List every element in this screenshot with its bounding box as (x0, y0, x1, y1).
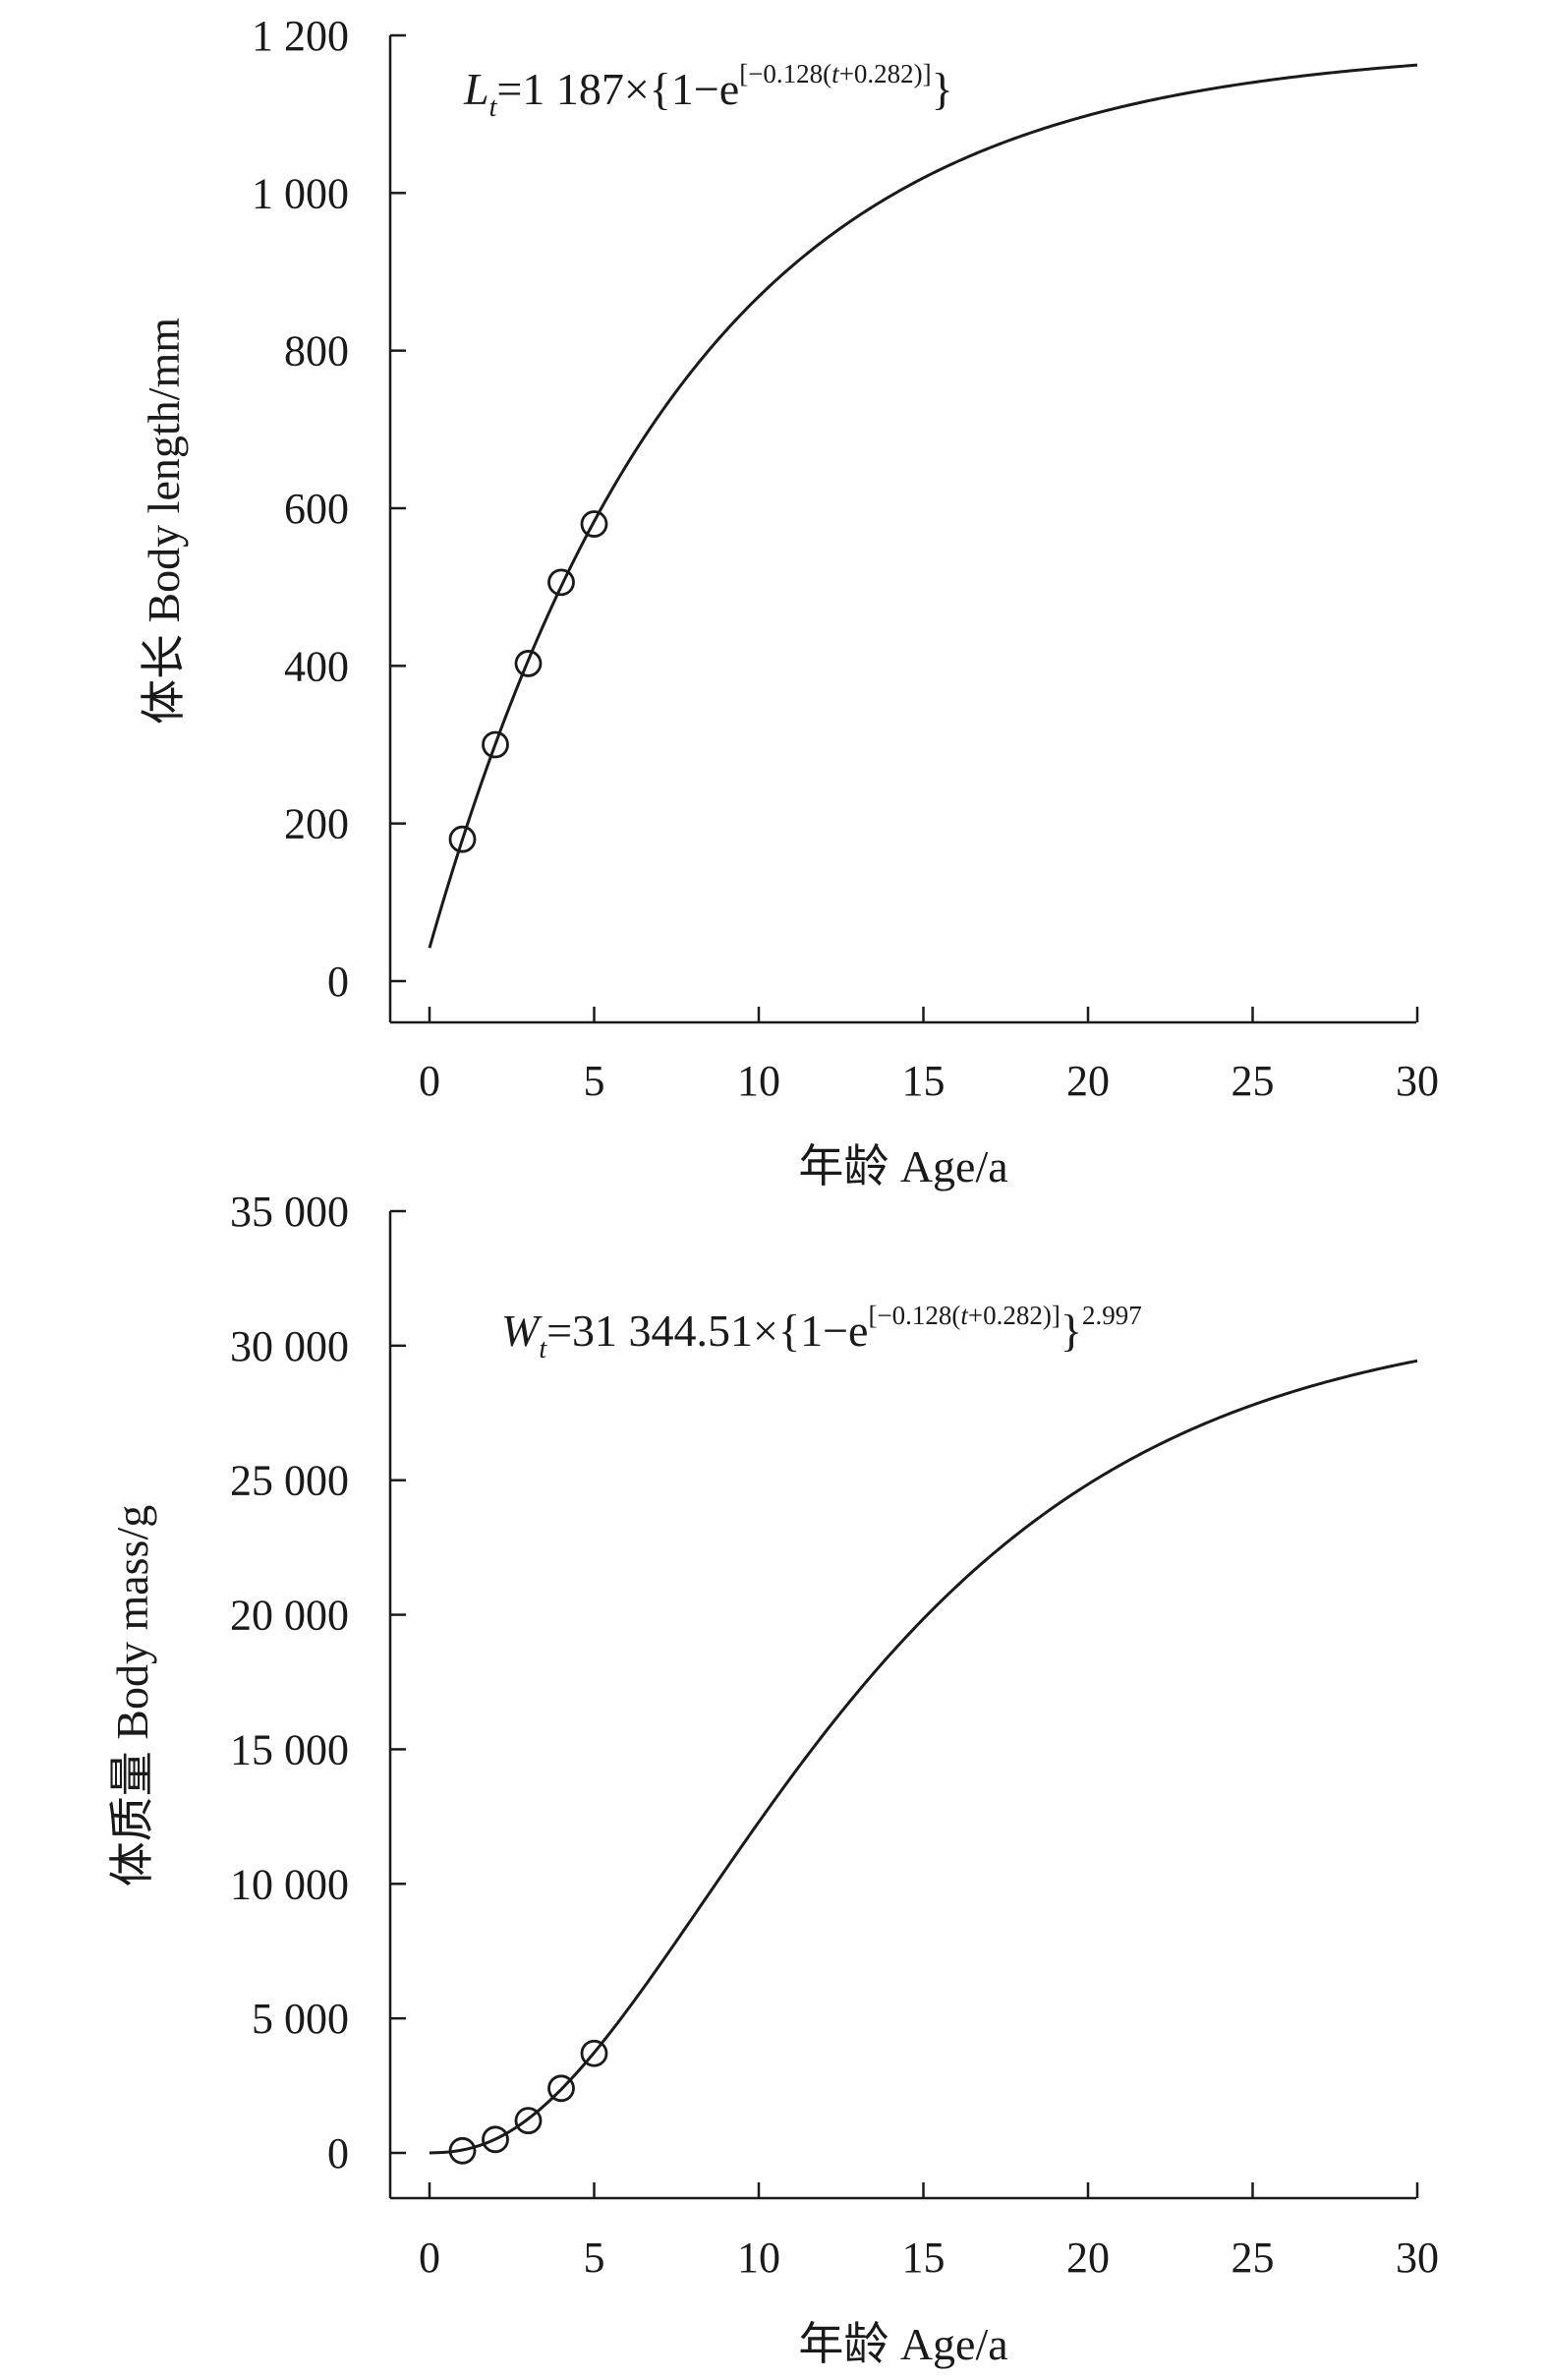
y-axis-title: 体长 Body length/mm (139, 318, 189, 725)
x-tick-label: 30 (1396, 1057, 1439, 1105)
observed-point (580, 510, 608, 538)
x-tick-label: 5 (584, 1057, 605, 1105)
y-tick-label: 1 000 (252, 169, 349, 217)
equation-close: } (932, 64, 953, 114)
y-tick-label: 0 (327, 958, 349, 1006)
y-tick-label: 600 (284, 485, 349, 533)
fitted-growth-curve (428, 63, 1418, 949)
observed-point (547, 568, 575, 597)
y-tick-label: 800 (284, 327, 349, 376)
observed-point (547, 2074, 575, 2103)
y-tick-label: 1 200 (252, 12, 349, 60)
observed-point (580, 2039, 608, 2067)
y-tick-label: 10 000 (230, 1860, 349, 1908)
y-tick-label: 0 (327, 2129, 349, 2177)
equation-variable: W (501, 1306, 543, 1356)
equation-power: 2.997 (1082, 1301, 1142, 1330)
equation-exponent-start: [−0.128( (868, 1301, 960, 1330)
y-tick-label: 5 000 (252, 1995, 349, 2043)
y-tick-label: 25 000 (230, 1457, 349, 1505)
body-mass-chart: 0 5 000 10 000 15 000 20 000 25 000 30 000 35 0… (107, 1188, 1439, 2369)
y-tick-label: 30 000 (230, 1322, 349, 1370)
equation-subscript: t (489, 92, 498, 123)
curve-group (428, 63, 1418, 949)
x-axis-title: 年龄 Age/a (798, 2319, 1007, 2369)
x-tick-label: 5 (584, 2234, 605, 2282)
y-axis-title: 体质量 Body mass/g (107, 1505, 157, 1887)
growth-equation: Lt=1 187×{1−e[−0.128(t+0.282)]} (463, 59, 953, 123)
curve-group (429, 1359, 1418, 2155)
x-tick-label: 20 (1066, 2234, 1110, 2282)
equation-exponent-end: +0.282)] (968, 1301, 1061, 1330)
y-tick-label: 200 (284, 800, 349, 848)
equation-exponent-end: +0.282)] (839, 59, 932, 88)
equation-exponent-start: [−0.128( (739, 59, 831, 88)
x-tick-label: 25 (1232, 2234, 1275, 2282)
tick-group: 0 5 000 10 000 15 000 20 000 25 000 30 000 35 0… (230, 1188, 1439, 2282)
equation-exponent-variable: t (831, 59, 840, 88)
equation-exponent-variable: t (960, 1301, 969, 1330)
equation-close: } (1061, 1306, 1082, 1356)
equation-subscript: t (539, 1334, 547, 1364)
observed-point (448, 825, 477, 853)
observed-point (514, 650, 543, 677)
x-tick-label: 30 (1396, 2234, 1439, 2282)
growth-equation: Wt=31 344.51×{1−e[−0.128(t+0.282)]}2.997 (501, 1301, 1142, 1364)
x-axis-title: 年龄 Age/a (798, 1141, 1007, 1191)
x-tick-label: 15 (902, 1057, 946, 1105)
x-tick-label: 20 (1066, 1057, 1110, 1105)
equation-body: =1 187×{1−e (496, 64, 739, 114)
y-tick-label: 400 (284, 642, 349, 690)
observed-point (482, 2125, 509, 2154)
x-tick-label: 10 (737, 2234, 780, 2282)
y-tick-label: 35 000 (230, 1188, 349, 1236)
observed-point (482, 730, 509, 759)
observed-point (448, 2136, 477, 2165)
y-tick-label: 15 000 (230, 1725, 349, 1773)
equation-variable: L (463, 64, 489, 114)
fitted-growth-curve (429, 1359, 1418, 2155)
observed-point (514, 2107, 543, 2135)
x-tick-label: 0 (419, 1057, 440, 1105)
x-tick-label: 25 (1232, 1057, 1275, 1105)
x-tick-label: 15 (902, 2234, 946, 2282)
x-tick-label: 0 (419, 2234, 440, 2282)
points-group (448, 2039, 608, 2165)
y-tick-label: 20 000 (230, 1592, 349, 1640)
tick-group: 0 200 400 600 800 1 000 1 200 0 5 10 15 20 25 30 (252, 12, 1439, 1105)
x-tick-label: 10 (737, 1057, 780, 1105)
points-group (448, 510, 608, 853)
equation-body: =31 344.51×{1−e (546, 1306, 868, 1356)
